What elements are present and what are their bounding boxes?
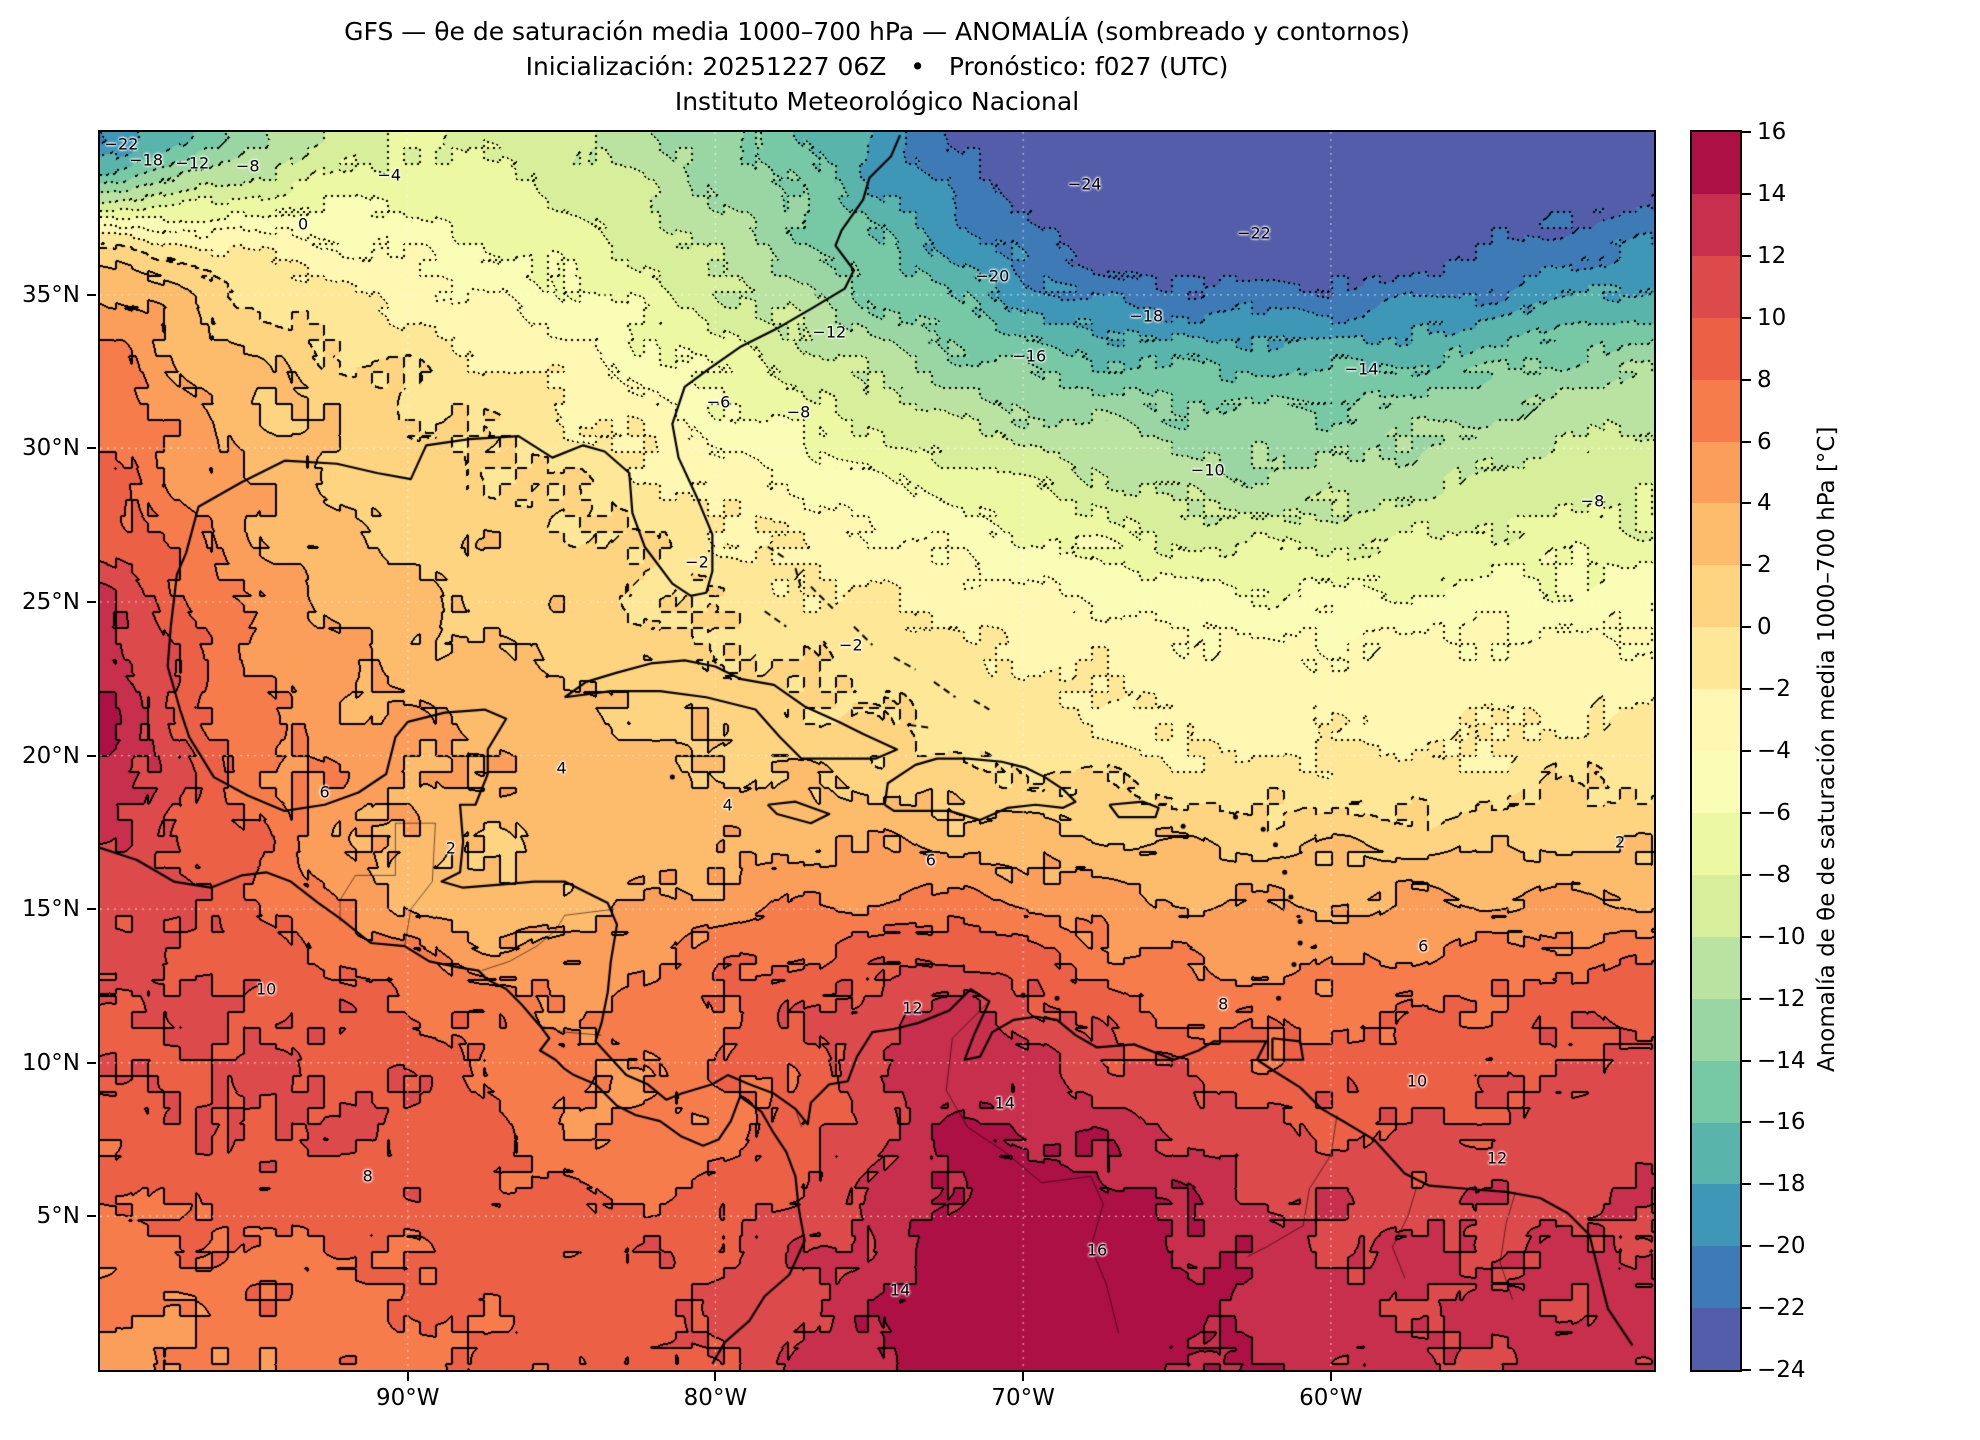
colorbar-tick-mark (1742, 254, 1751, 257)
colorbar-tick-label: 0 (1757, 614, 1772, 641)
colorbar-tick-mark (1742, 1121, 1751, 1124)
x-tick-label: 80°W (683, 1385, 748, 1411)
colorbar-band (1692, 193, 1740, 256)
colorbar-tick-mark (1742, 750, 1751, 752)
colorbar-tick-labels: 16 14 12 10 8 6 4 2 0 −2 −4 −6 −8 −10 −12 −14 −16 −18 −20 −… (1742, 119, 1852, 1383)
colorbar-tick-mark (1742, 1307, 1751, 1310)
x-tick-label: 70°W (991, 1385, 1055, 1411)
colorbar-band (1692, 998, 1740, 1061)
y-tick-label: 35°N (22, 281, 80, 308)
x-tick-label: 90°W (375, 1385, 440, 1411)
colorbar-band (1692, 317, 1740, 380)
colorbar (1690, 130, 1742, 1372)
colorbar-tick-mark (1742, 502, 1751, 505)
colorbar-band (1692, 255, 1740, 318)
title-block: GFS — θe de saturación media 1000–700 hP… (98, 14, 1656, 119)
colorbar-band (1692, 132, 1740, 194)
y-tick-mark (87, 754, 96, 757)
figure-subtitle: Inicialización: 20251227 06Z • Pronóstic… (525, 52, 1229, 81)
colorbar-tick-label: −22 (1757, 1295, 1806, 1322)
colorbar-tick-label: 12 (1757, 242, 1787, 269)
colorbar-band (1692, 1246, 1740, 1309)
colorbar-band (1692, 1308, 1740, 1371)
colorbar-band (1692, 441, 1740, 504)
colorbar-tick-mark (1742, 935, 1751, 938)
colorbar-tick-mark (1742, 440, 1751, 443)
colorbar-bands (1692, 132, 1740, 1371)
colorbar-band (1692, 565, 1740, 628)
y-tick-mark (87, 1061, 96, 1064)
colorbar-tick-label: −6 (1757, 799, 1791, 826)
figure-institution: Instituto Meteorológico Nacional (674, 87, 1080, 116)
colorbar-tick-label: −20 (1757, 1233, 1806, 1260)
colorbar-band (1692, 874, 1740, 937)
colorbar-tick-label: −4 (1757, 738, 1791, 764)
y-tick-mark (87, 601, 96, 603)
colorbar-tick-mark (1742, 316, 1751, 319)
colorbar-tick-label: −14 (1757, 1047, 1806, 1074)
y-tick-label: 5°N (36, 1203, 80, 1230)
y-axis-ticks: 35°N 30°N 25°N 20°N 15°N 10°N 5°N (0, 132, 96, 1370)
y-tick-label: 20°N (22, 742, 80, 769)
colorbar-tick-mark (1742, 564, 1751, 567)
colorbar-tick-mark (1742, 1183, 1751, 1186)
colorbar-label: Anomalía de θe de saturación media 1000–… (1814, 426, 1840, 1072)
colorbar-tick-mark (1742, 1059, 1751, 1062)
colorbar-band (1692, 1184, 1740, 1247)
x-tick-label: 60°W (1299, 1385, 1363, 1411)
colorbar-tick-label: 2 (1757, 552, 1772, 579)
colorbar-tick-mark (1742, 688, 1751, 691)
colorbar-tick-mark (1742, 1245, 1751, 1248)
colorbar-band (1692, 379, 1740, 442)
y-tick-label: 30°N (22, 435, 80, 462)
colorbar-tick-label: −24 (1757, 1357, 1806, 1383)
map-frame: −22 −18 −12 −8 −4 0 −24 −22 −20 −18 −16 −14 −12 −10 −8… (98, 130, 1656, 1372)
colorbar-band (1692, 936, 1740, 999)
x-tick-mark (714, 1372, 717, 1381)
y-tick-label: 25°N (22, 589, 80, 615)
colorbar-band (1692, 627, 1740, 690)
colorbar-tick-label: −2 (1757, 676, 1791, 703)
colorbar-tick-label: −8 (1757, 861, 1791, 888)
colorbar-band (1692, 751, 1740, 813)
colorbar-tick-label: 8 (1757, 366, 1772, 393)
colorbar-tick-mark (1742, 1369, 1751, 1371)
colorbar-tick-mark (1742, 626, 1751, 629)
figure-title: GFS — θe de saturación media 1000–700 hP… (344, 17, 1410, 46)
colorbar-band (1692, 1122, 1740, 1185)
colorbar-band (1692, 503, 1740, 566)
colorbar-tick-label: −18 (1757, 1171, 1806, 1198)
y-tick-label: 15°N (22, 896, 80, 923)
y-tick-mark (87, 293, 96, 296)
colorbar-tick-label: 16 (1757, 119, 1787, 145)
colorbar-tick-label: 4 (1757, 490, 1772, 517)
x-tick-mark (1329, 1372, 1332, 1381)
y-tick-mark (87, 1215, 96, 1218)
colorbar-tick-label: −16 (1757, 1109, 1806, 1136)
colorbar-band (1692, 812, 1740, 875)
colorbar-tick-label: 10 (1757, 304, 1787, 331)
colorbar-band (1692, 1060, 1740, 1123)
colorbar-tick-mark (1742, 192, 1751, 195)
colorbar-tick-mark (1742, 811, 1751, 814)
colorbar-tick-mark (1742, 378, 1751, 381)
x-tick-mark (1022, 1372, 1025, 1381)
colorbar-tick-label: −12 (1757, 985, 1806, 1012)
colorbar-tick-mark (1742, 873, 1751, 876)
y-tick-label: 10°N (22, 1049, 80, 1076)
colorbar-tick-label: −10 (1757, 923, 1806, 950)
y-tick-mark (87, 447, 96, 450)
x-tick-mark (406, 1372, 409, 1381)
colorbar-band (1692, 689, 1740, 752)
x-axis-ticks: 90°W 80°W 70°W 60°W (100, 1372, 1654, 1422)
colorbar-tick-mark (1742, 131, 1751, 133)
y-tick-mark (87, 908, 96, 911)
colorbar-tick-label: 6 (1757, 428, 1772, 455)
colorbar-tick-label: 14 (1757, 180, 1787, 207)
map-canvas (100, 132, 1654, 1370)
colorbar-tick-mark (1742, 997, 1751, 1000)
